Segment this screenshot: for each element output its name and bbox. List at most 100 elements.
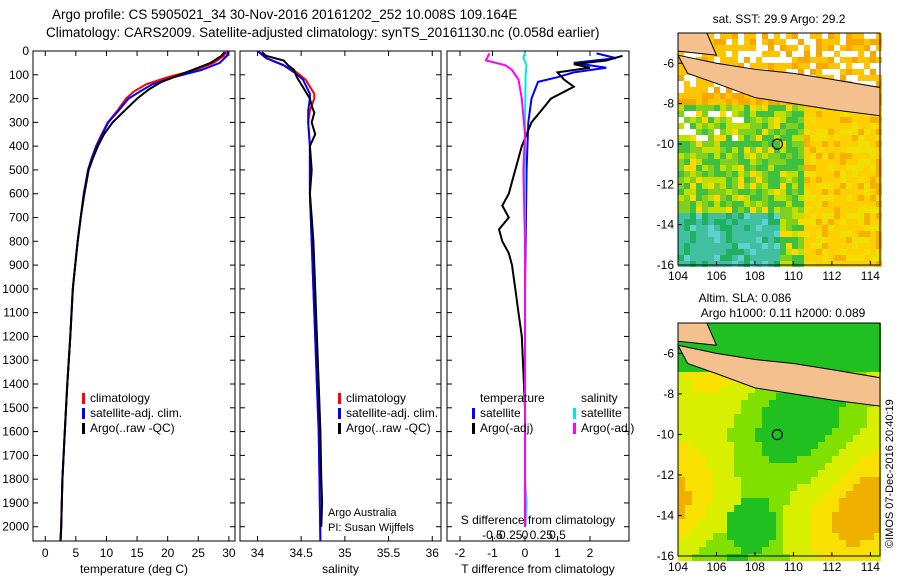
salinity-xtick-label: 34.5 — [289, 546, 313, 560]
sla_map-ytick-label: -16 — [657, 549, 675, 563]
sst_map-ytick-label: -8 — [663, 97, 674, 111]
temperature-ytick-label: 900 — [9, 258, 29, 272]
temperature-ytick-label: 1500 — [2, 401, 29, 415]
diff-top-tick-label: -0.25 — [495, 528, 523, 542]
legend-entry: climatology — [346, 391, 406, 405]
sst_map-ytick-label: -10 — [657, 137, 675, 151]
legend-swatch — [338, 423, 341, 434]
temperature-xtick-label: 30 — [222, 546, 236, 560]
difference-xtick-label: 2 — [587, 546, 594, 560]
legend-swatch — [338, 408, 341, 419]
diff-top-tick-label: 0.5 — [549, 528, 566, 542]
temperature-frame — [32, 50, 236, 542]
legend-entry: Argo(..raw -QC) — [90, 421, 175, 435]
legend-swatch — [472, 408, 475, 419]
legend-entry: satellite — [480, 406, 521, 420]
sst_map-xtick-label: 110 — [784, 269, 803, 283]
difference-series-satellite-2 — [522, 51, 528, 527]
difference-xtick-label: -1 — [487, 546, 498, 560]
temperature-ytick-label: 300 — [9, 115, 29, 129]
legend-swatch — [82, 393, 85, 404]
sst_map-ytick-label: -14 — [657, 218, 675, 232]
sla_map-frame — [677, 322, 881, 557]
temperature-xtick-label: 20 — [161, 546, 175, 560]
legend-entry: Argo(-adj) — [581, 421, 634, 435]
sst_map-xtick-label: 114 — [861, 269, 880, 283]
sla_map-xtick-label: 108 — [745, 560, 765, 574]
legend-swatch — [82, 408, 85, 419]
temperature-xtick-label: 15 — [130, 546, 144, 560]
temperature-xtick-label: 25 — [192, 546, 206, 560]
difference-series-satellite-0 — [524, 52, 617, 527]
temperature-ytick-label: 2000 — [2, 520, 29, 534]
salinity-xtick-label: 35 — [338, 546, 352, 560]
legend-swatch — [573, 408, 576, 419]
sla_map-xtick-label: 110 — [784, 560, 803, 574]
sst_map-xtick-label: 112 — [822, 269, 841, 283]
sla_map-ytick-label: -12 — [657, 468, 675, 482]
temperature-ytick-label: 1400 — [2, 377, 29, 391]
temperature-ytick-label: 200 — [9, 92, 29, 106]
difference-xtick-label: 0 — [522, 546, 529, 560]
sla-map-title-1: Altim. SLA: 0.086 — [699, 291, 792, 305]
salinity-frame — [239, 50, 442, 542]
temperature-xlabel: temperature (deg C) — [80, 562, 188, 576]
legend-entry: climatology — [90, 391, 150, 405]
legend-entry: satellite-adj. clim. — [90, 406, 182, 420]
temperature-ytick-label: 1300 — [2, 353, 29, 367]
temperature-series-argo-raw-qc--2 — [59, 51, 226, 541]
sst_map-frame — [677, 32, 881, 266]
salinity-series-argo-raw-qc--2 — [261, 51, 324, 527]
legend-entry: Argo(-adj) — [480, 421, 533, 435]
sla_map-xtick-label: 106 — [706, 560, 726, 574]
sst_map-ytick-label: -12 — [657, 177, 675, 191]
legend-swatch — [82, 423, 85, 434]
difference-series-argo-adj--1 — [497, 54, 623, 527]
legend-temperature-title: temperature — [480, 391, 545, 405]
temperature-ytick-label: 500 — [9, 163, 29, 177]
figure-title-line2: Climatology: CARS2009. Satellite-adjuste… — [46, 25, 600, 40]
sla_map-ytick-label: -6 — [663, 346, 674, 360]
difference-xtick-label: -2 — [455, 546, 466, 560]
legend-swatch — [338, 393, 341, 404]
legend-salinity-title: salinity — [581, 391, 618, 405]
temperature-xtick-label: 10 — [100, 546, 114, 560]
legend-swatch — [472, 423, 475, 434]
temperature-ytick-label: 600 — [9, 187, 29, 201]
temperature-ytick-label: 1900 — [2, 496, 29, 510]
difference-xtick-label: 1 — [554, 546, 561, 560]
diff-top-tick-label: 0 — [522, 528, 529, 542]
sla_map-ytick-label: -8 — [663, 387, 674, 401]
sla_map-argo-marker — [771, 428, 783, 441]
sst_map-argo-marker — [771, 138, 783, 150]
salinity-xtick-label: 34 — [251, 546, 265, 560]
temperature-xtick-label: 5 — [73, 546, 80, 560]
temperature-ytick-label: 800 — [9, 234, 29, 248]
sla_map-xtick-label: 114 — [861, 560, 880, 574]
diff-top-tick-label: 0.25 — [530, 528, 554, 542]
sst_map-ytick-label: -16 — [657, 258, 675, 272]
salinity-xlabel: salinity — [322, 562, 359, 576]
diff-top-tick-label: -0.5 — [482, 528, 503, 542]
temperature-ytick-label: 100 — [9, 68, 29, 82]
sla_map-xtick-label: 112 — [822, 560, 841, 574]
pi-label: PI: Susan Wijffels — [328, 522, 414, 534]
temperature-ytick-label: 1100 — [3, 306, 29, 320]
legend-entry: Argo(..raw -QC) — [346, 421, 431, 435]
sla_map-xtick-label: 104 — [668, 560, 688, 574]
temperature-ytick-label: 0 — [22, 44, 29, 58]
sst-map-title: sat. SST: 29.9 Argo: 29.2 — [713, 12, 846, 26]
temperature-xtick-label: 0 — [42, 546, 49, 560]
temperature-ytick-label: 1600 — [2, 425, 29, 439]
temperature-ytick-label: 400 — [9, 139, 29, 153]
difference-frame — [446, 50, 630, 542]
sla_map-ytick-label: -10 — [657, 427, 675, 441]
sst_map-xtick-label: 104 — [668, 269, 688, 283]
sst_map-xtick-label: 106 — [706, 269, 726, 283]
salinity-xtick-label: 36 — [426, 546, 440, 560]
sst_map-xtick-label: 108 — [745, 269, 765, 283]
sst_map-ytick-label: -6 — [663, 56, 674, 70]
legend-entry: satellite — [581, 406, 622, 420]
difference-xlabel: T difference from climatology — [461, 562, 615, 576]
